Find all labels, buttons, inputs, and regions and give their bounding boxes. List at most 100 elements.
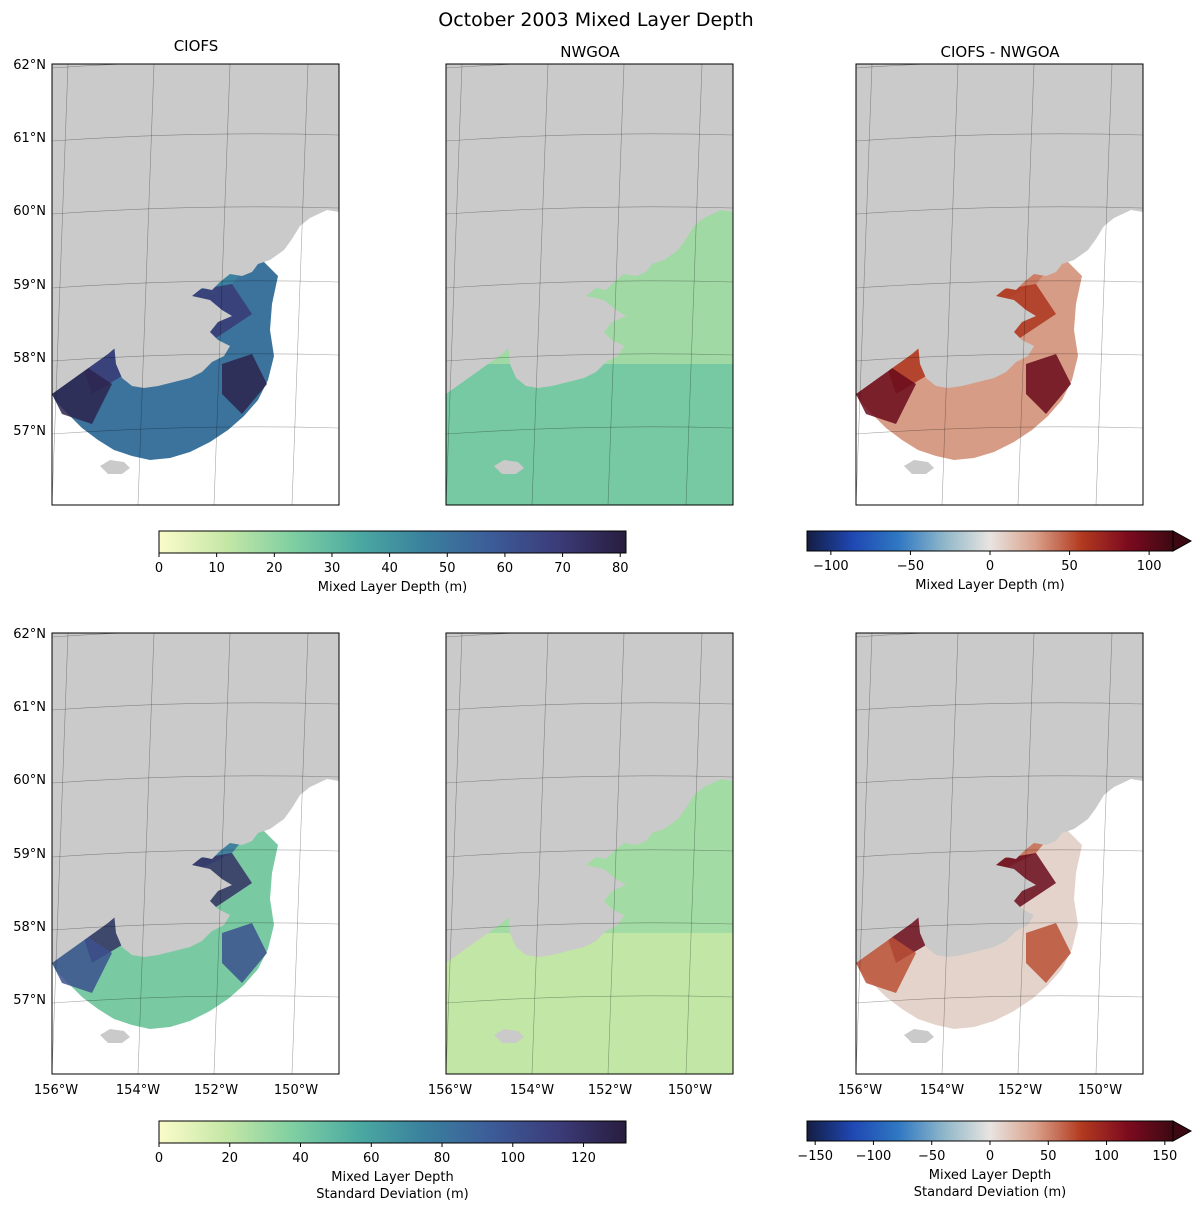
map-panel-std-ciofs: 62°N 61°N 60°N 59°N 58°N 57°N 156°W 154°W 152°W 1… [13,627,340,1098]
land-islet [904,1029,934,1043]
colorbar-extend-arrow [1172,530,1193,552]
lat-tick-label: 61°N [13,700,46,715]
colorbar-tick-label: 0 [986,559,994,574]
colorbar-gradient [806,530,1174,552]
colorbar-tick-label: 50 [439,561,456,576]
lon-tick-label: 152°W [998,1083,1042,1098]
column-titles: CIOFS NWGOA CIOFS - NWGOA [174,37,1061,61]
graticule [52,633,339,1074]
map-panel-mean-diff [855,63,1144,506]
lat-tick-label: 59°N [13,278,46,293]
colorbar-gradient [806,1120,1174,1142]
graticule [446,64,733,505]
colorbar-tick-label: 50 [1061,559,1078,574]
lat-tick-label: 60°N [13,773,46,788]
colorbar-tick-label: 20 [221,1151,238,1166]
colorbar-4: −150 −100 −50 0 50 100 150 Mixed Layer Depth Sta… [797,1120,1193,1200]
colorbars: 0 10 20 30 40 50 60 70 80 Mixed Layer Depth (m) −1… [155,530,1193,1202]
lat-tick-label: 61°N [13,131,46,146]
lat-tick-label: 62°N [13,627,46,642]
colorbar-tick-label: 50 [1040,1149,1057,1164]
colorbar-tick-label: 0 [155,1151,163,1166]
colorbar-label: Mixed Layer Depth (m) [915,578,1064,593]
land-islet [904,460,934,474]
colorbar-tick-label: 120 [571,1151,596,1166]
map-panel-mean-ciofs: 62°N 61°N 60°N 59°N 58°N 57°N [13,58,340,506]
colorbar-gradient [158,1120,627,1144]
lon-tick-label: 154°W [510,1083,554,1098]
land-islet [494,460,524,474]
colorbar-tick-label: −100 [856,1149,892,1164]
colorbar-label: Standard Deviation (m) [914,1185,1066,1200]
graticule [446,633,733,1074]
lat-tick-label: 58°N [13,920,46,935]
panel-frame [51,632,340,1075]
panel-frame [445,632,734,1075]
lat-tick-label: 58°N [13,351,46,366]
land-mainland [856,633,1143,963]
land-islet [100,460,130,474]
panel-frame [855,632,1144,1075]
lon-tick-label: 154°W [920,1083,964,1098]
lon-tick-label: 152°W [588,1083,632,1098]
column-title-difference: CIOFS - NWGOA [940,43,1060,61]
land-mainland [856,64,1143,394]
colorbar-gradient [158,530,627,554]
land-kodiak [508,863,626,957]
land-kenai [446,633,693,897]
lon-tick-label: 150°W [274,1083,318,1098]
colorbar-tick-label: 40 [292,1151,309,1166]
land-kenai [856,633,1103,897]
land-mainland [446,64,733,394]
land-islet [494,1029,524,1043]
colorbar-extend-arrow [1172,1120,1193,1142]
colorbar-label: Mixed Layer Depth [929,1168,1051,1183]
colorbar-label: Mixed Layer Depth (m) [318,580,467,595]
colorbar-label: Mixed Layer Depth [331,1170,453,1185]
colorbar-tick-label: 10 [208,561,225,576]
lon-tick-label: 156°W [838,1083,882,1098]
colorbar-tick-label: 0 [155,561,163,576]
panel-frame [51,63,340,506]
lat-tick-label: 57°N [13,993,46,1008]
colorbar-tick-label: 80 [434,1151,451,1166]
graticule [52,64,339,505]
lon-tick-label: 154°W [116,1083,160,1098]
colorbar-tick-label: 70 [554,561,571,576]
lat-tick-label: 62°N [13,58,46,73]
land-kodiak [918,863,1036,957]
graticule [856,633,1143,1074]
lon-tick-label: 150°W [668,1083,712,1098]
lon-tick-label: 152°W [194,1083,238,1098]
land-kenai [856,64,1103,328]
lat-tick-label: 57°N [13,424,46,439]
colorbar-tick-label: 60 [363,1151,380,1166]
colorbar-tick-label: −150 [797,1149,833,1164]
land-mainland [446,633,733,963]
panel-frame [855,63,1144,506]
land-kodiak [508,294,626,388]
colorbar-3: 0 20 40 60 80 100 120 Mixed Layer Depth Standard… [155,1120,627,1202]
map-panel-mean-nwgoa [445,63,734,506]
lat-tick-label: 60°N [13,204,46,219]
panel-frame [445,63,734,506]
lon-tick-label: 156°W [34,1083,78,1098]
colorbar-tick-label: 20 [266,561,283,576]
colorbar-tick-label: −100 [813,559,849,574]
colorbar-tick-label: 150 [1152,1149,1177,1164]
land-mainland [52,633,339,963]
lon-tick-label: 150°W [1078,1083,1122,1098]
land-kenai [446,64,693,328]
colorbar-tick-label: 30 [324,561,341,576]
colorbar-2: −100 −50 0 50 100 Mixed Layer Depth (m) [806,530,1193,593]
lat-tick-label: 59°N [13,847,46,862]
colorbar-tick-label: 40 [381,561,398,576]
land-mainland [52,64,339,394]
land-kodiak [918,294,1036,388]
colorbar-tick-label: 60 [497,561,514,576]
colorbar-tick-label: −50 [897,559,924,574]
land-islet [100,1029,130,1043]
land-kenai [52,64,299,328]
land-kodiak [114,294,232,388]
